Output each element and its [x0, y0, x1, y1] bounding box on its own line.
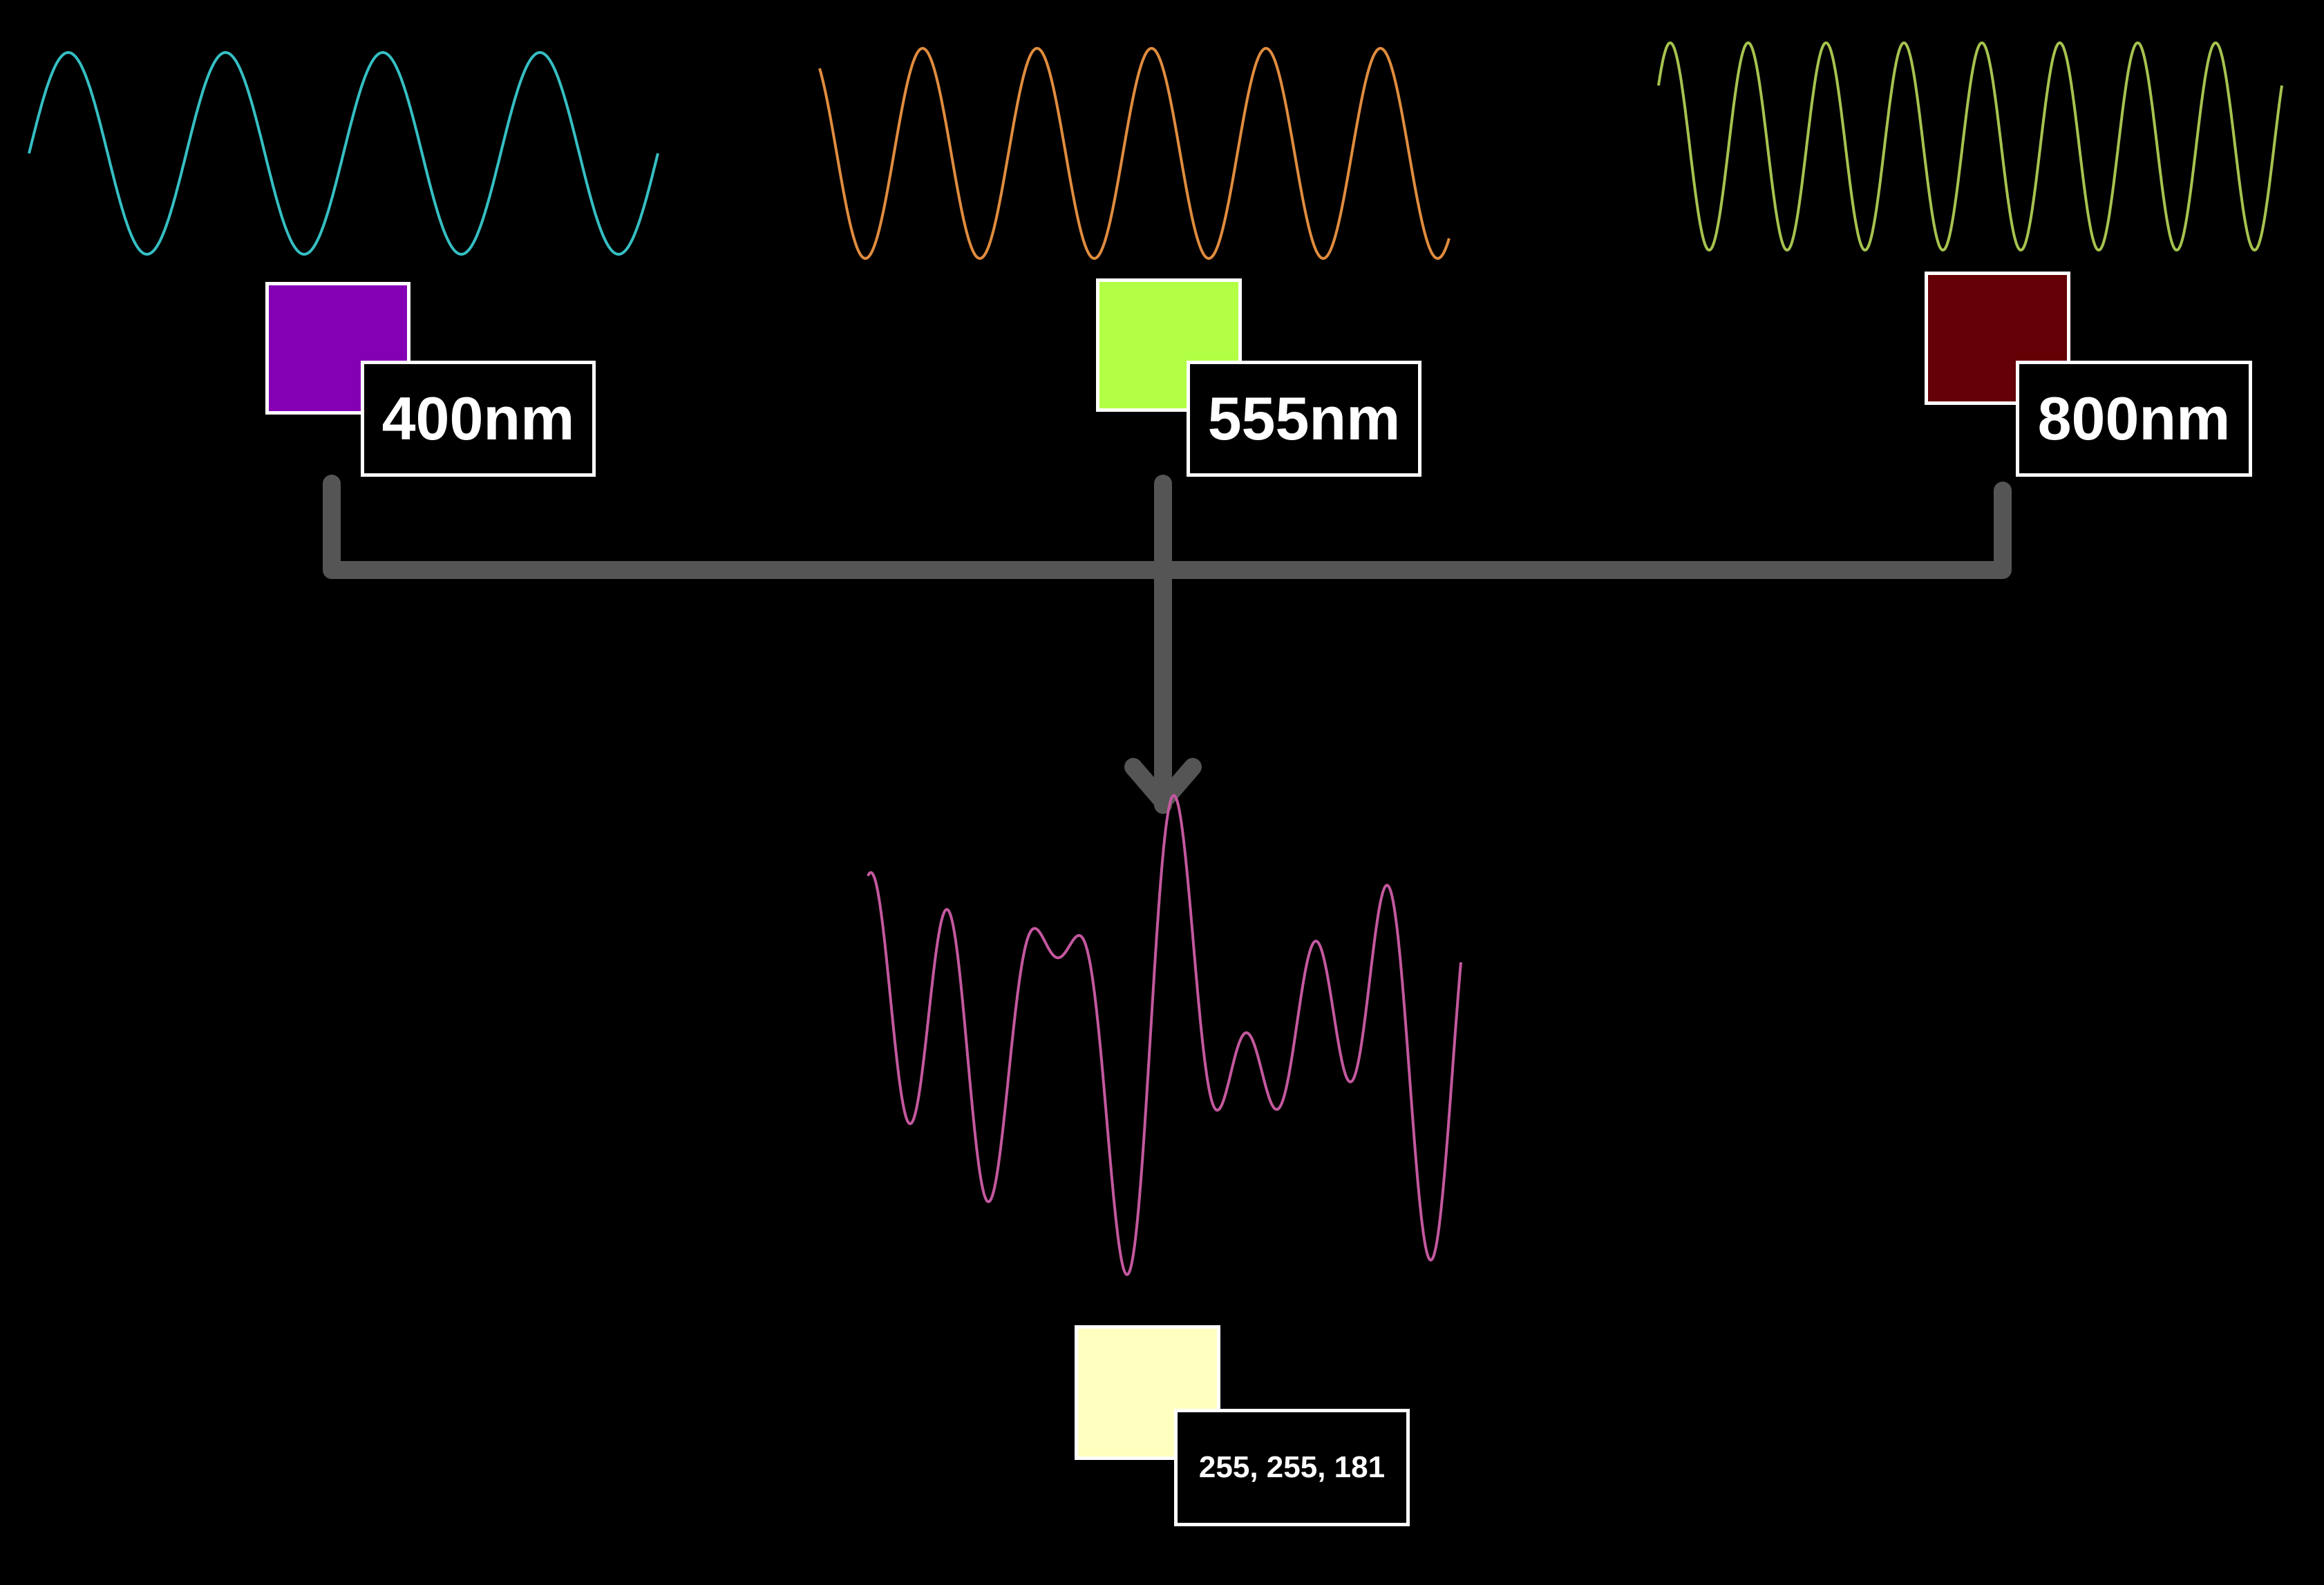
connector-lines	[323, 475, 2012, 814]
wave-800nm	[1657, 41, 2283, 252]
wavelength-label-800nm: 800nm	[2016, 361, 2252, 477]
wavelength-label-400nm: 400nm	[361, 361, 596, 477]
down-arrow-icon	[1124, 758, 1202, 810]
wave-555nm	[818, 47, 1451, 260]
combined-wave	[867, 794, 1462, 1276]
wave-400nm	[28, 51, 659, 256]
color-swatch-555nm	[1096, 278, 1242, 412]
waveforms	[28, 41, 2283, 1276]
wavelength-label-555nm: 555nm	[1187, 361, 1421, 477]
result-rgb-label: 255, 255, 181	[1174, 1409, 1410, 1526]
